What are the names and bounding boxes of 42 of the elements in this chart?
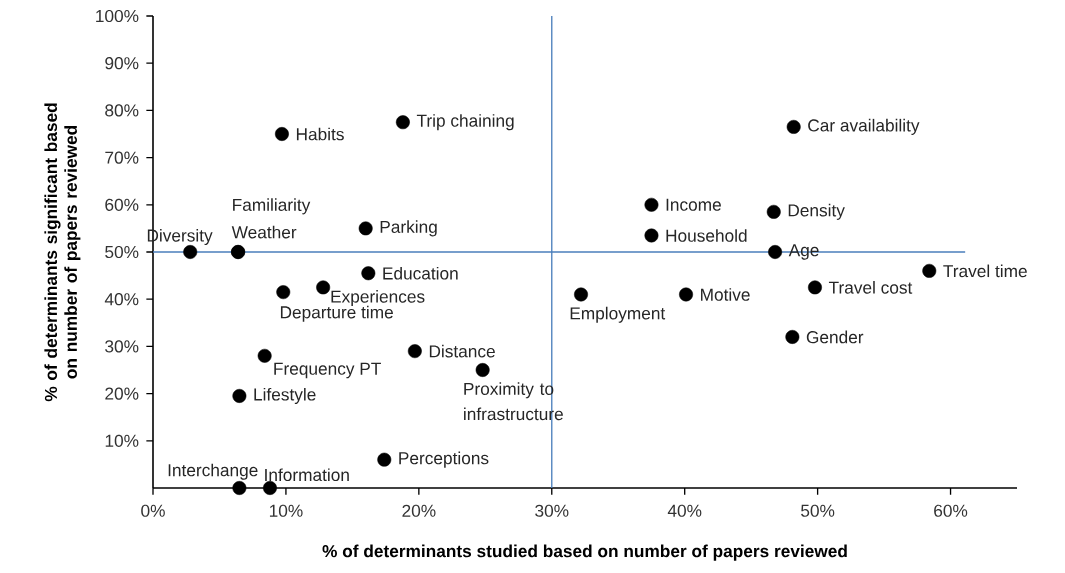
x-tick-label: 30% xyxy=(535,504,569,517)
annotation: Household xyxy=(666,229,747,242)
y-tick-label: 80% xyxy=(105,104,139,117)
annotation: Interchange xyxy=(168,463,258,480)
y-tick-label: 70% xyxy=(105,151,139,164)
annotation: Habits xyxy=(296,127,344,141)
y-tick-label: 10% xyxy=(105,434,139,447)
y-tick-label: 60% xyxy=(105,198,139,211)
annotation: Density xyxy=(788,203,845,220)
y-axis-title: % of determinants significant based on number of papers reviewed xyxy=(44,103,81,402)
annotation: Travel time xyxy=(943,264,1027,278)
annotation: Travel cost xyxy=(828,281,913,294)
y-tick-label: 50% xyxy=(105,245,139,259)
annotation: Familiarity xyxy=(233,198,311,215)
x-tick-label: 40% xyxy=(667,504,702,517)
y-tick-label: 100% xyxy=(96,9,139,23)
annotation: Education xyxy=(383,266,458,280)
annotation: Distance xyxy=(429,344,495,358)
annotation: Car availability xyxy=(808,118,920,135)
x-tick-label: 0% xyxy=(141,504,165,517)
annotation: Trip chaining xyxy=(416,114,514,131)
x-axis-title: % of determinants studied based on number of papers reviewed xyxy=(322,544,847,561)
y-tick-label: 30% xyxy=(105,340,139,353)
x-tick-label: 20% xyxy=(402,504,436,517)
annotation: Motive xyxy=(701,288,750,301)
annotation: Frequency PT xyxy=(274,362,381,379)
x-tick-label: 50% xyxy=(801,504,835,517)
annotation: Gender xyxy=(806,330,864,344)
annotation: Experiences xyxy=(331,290,425,307)
x-tick-label: 10% xyxy=(269,504,303,517)
y-tick-label: 90% xyxy=(105,57,139,70)
y-tick-label: 40% xyxy=(104,293,139,306)
annotation: Lifestyle xyxy=(254,387,316,405)
annotation: Parking xyxy=(380,220,437,237)
x-tick-label: 60% xyxy=(934,504,968,517)
y-tick-label: 20% xyxy=(105,387,139,400)
annotation: Employment xyxy=(570,306,666,323)
annotation: Weather xyxy=(231,225,297,239)
annotation: Income xyxy=(666,198,721,211)
annotation: Departure time xyxy=(280,305,393,322)
annotation: Information xyxy=(265,468,349,482)
annotation: Perceptions xyxy=(399,451,489,468)
